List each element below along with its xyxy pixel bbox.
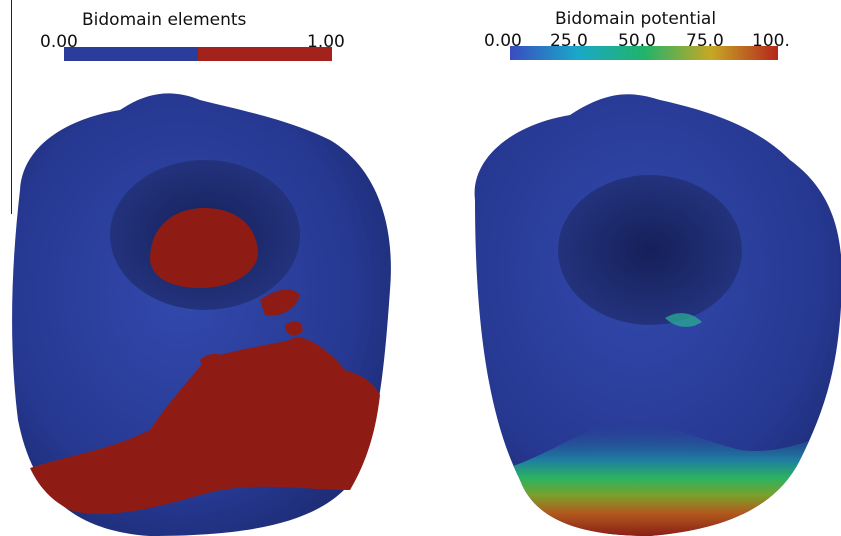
bidomain-patch xyxy=(285,321,303,336)
bidomain-patch xyxy=(260,289,300,316)
left-panel: Bidomain elements 0.00 1.00 xyxy=(0,0,420,536)
potential-gradient-region xyxy=(480,420,841,536)
bidomain-patch xyxy=(200,353,229,374)
right-panel: Bidomain potential 0.00 25.0 50.0 75.0 1… xyxy=(420,0,841,536)
heart-surface-render xyxy=(12,93,391,536)
bidomain-region-upper xyxy=(150,208,258,288)
potential-highlight xyxy=(665,313,702,327)
colorbar-title: Bidomain elements xyxy=(82,10,247,30)
colorbar-title: Bidomain potential xyxy=(555,9,717,29)
colorbar-gradient xyxy=(64,47,332,61)
bidomain-region-lower xyxy=(30,337,380,515)
colorbar-gradient xyxy=(510,46,778,60)
axis-line xyxy=(11,0,12,214)
heart-cavity xyxy=(558,175,742,325)
heart-surface-render xyxy=(474,94,841,536)
